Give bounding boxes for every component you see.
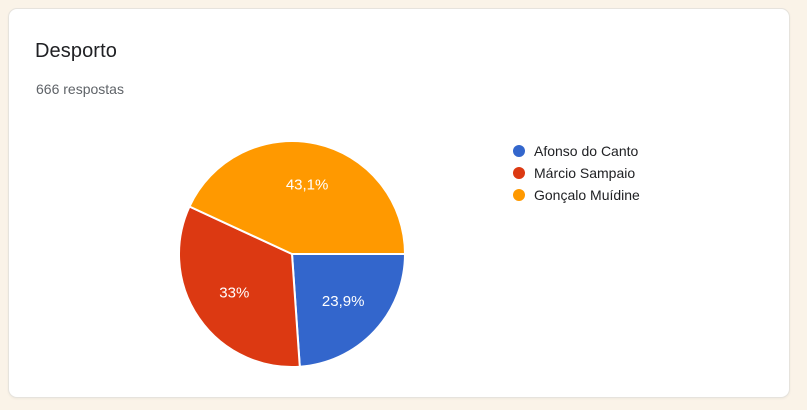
pie-slice-label: 43,1% — [286, 177, 329, 194]
legend-item[interactable]: Afonso do Canto — [513, 140, 753, 162]
legend-item-label: Márcio Sampaio — [534, 165, 636, 181]
pie-chart: 23,9% 33% 43,1% Afonso do Canto Márcio Samp… — [9, 9, 791, 399]
pie-slice-label: 33% — [219, 285, 249, 302]
pie-label-group: 23,9% 33% 43,1% — [219, 177, 364, 310]
pie-slice[interactable] — [290, 253, 407, 368]
legend-color-swatch-icon — [513, 145, 525, 157]
pie-slice-group — [178, 140, 407, 368]
chart-legend: Afonso do Canto Márcio Sampaio Gonçalo Muí… — [513, 140, 753, 206]
page-title: Desporto — [35, 40, 117, 62]
response-count: 666 respostas — [36, 81, 124, 97]
legend-color-swatch-icon — [513, 189, 525, 201]
pie-slice[interactable] — [188, 140, 407, 255]
pie-chart-svg: 23,9% 33% 43,1% — [178, 140, 407, 368]
pie-slice-label: 23,9% — [322, 293, 365, 310]
legend-item[interactable]: Gonçalo Muídine — [513, 184, 753, 206]
chart-card: Desporto 666 respostas 23,9% 33% 43,1% Afo… — [8, 8, 790, 398]
legend-color-swatch-icon — [513, 167, 525, 179]
legend-item-label: Afonso do Canto — [534, 143, 639, 159]
legend-item[interactable]: Márcio Sampaio — [513, 162, 753, 184]
pie-slice[interactable] — [178, 205, 301, 368]
legend-item-label: Gonçalo Muídine — [534, 187, 640, 203]
